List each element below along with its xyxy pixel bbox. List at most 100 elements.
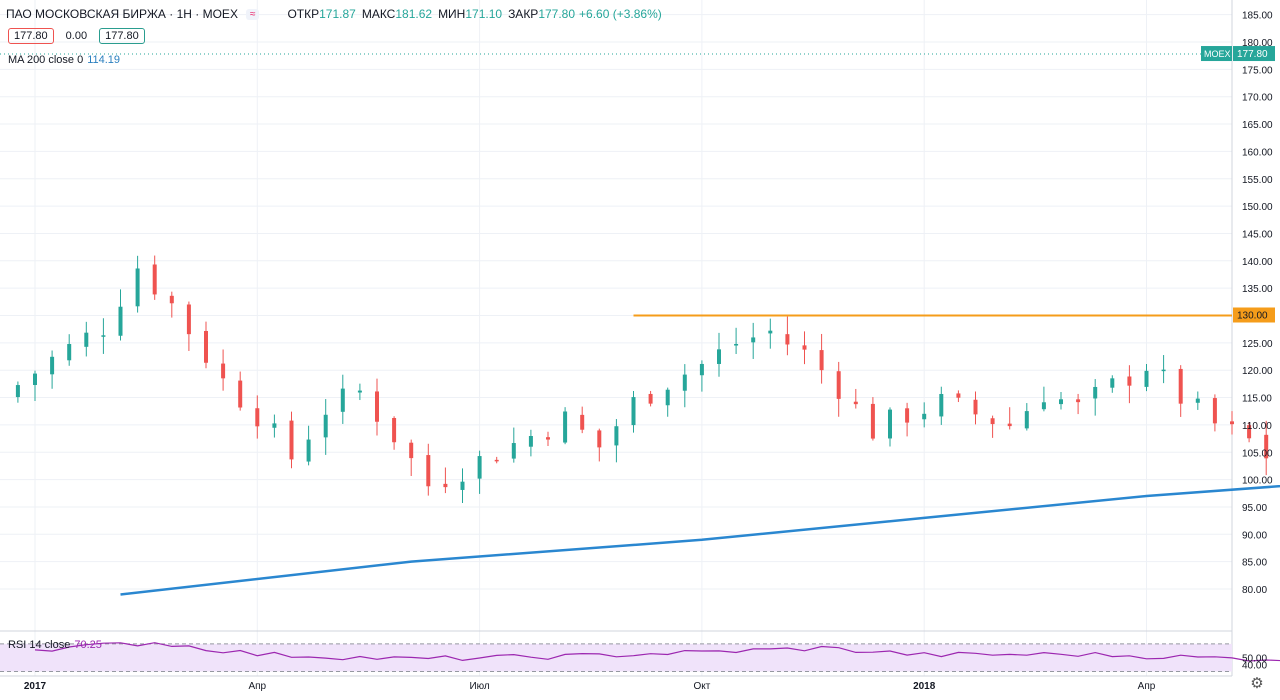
rsi-tick-label: 50.00 xyxy=(1242,654,1267,665)
open-value: 171.87 xyxy=(319,7,356,21)
candle-body xyxy=(956,393,961,398)
time-tick-label: 2017 xyxy=(24,681,47,692)
candle-body xyxy=(648,393,653,404)
candle-body xyxy=(785,334,790,345)
candle-body xyxy=(306,439,311,462)
price-tick-label: 155.00 xyxy=(1242,175,1273,186)
close-label: ЗАКР xyxy=(508,7,539,21)
candle-body xyxy=(1247,425,1252,439)
price-tick-label: 180.00 xyxy=(1242,38,1273,49)
price-tick-label: 115.00 xyxy=(1242,394,1272,405)
candle-body xyxy=(443,483,448,488)
candle-body xyxy=(888,409,892,439)
price-tick-label: 185.00 xyxy=(1242,11,1273,22)
candle-body xyxy=(186,304,191,335)
price-tick-label: 165.00 xyxy=(1242,120,1273,131)
candle-body xyxy=(494,459,499,462)
candle-body xyxy=(135,268,140,307)
price-boxes: 177.80 0.00 177.80 xyxy=(8,28,145,44)
candle-body xyxy=(631,397,636,426)
price-tick-label: 160.00 xyxy=(1242,147,1273,158)
candlesticks xyxy=(15,255,1269,504)
candle-body xyxy=(255,408,260,427)
candle-body xyxy=(1093,386,1098,399)
symbol-badge xyxy=(1201,46,1232,62)
ma-legend[interactable]: MA 200 close 0 114.19 xyxy=(8,54,120,66)
ma200-polyline xyxy=(120,484,1280,596)
candle-body xyxy=(836,371,841,399)
candle-body xyxy=(1110,378,1115,388)
candle-body xyxy=(33,373,37,385)
candle-body xyxy=(580,414,585,430)
candle-body xyxy=(409,442,414,459)
candle-body xyxy=(460,481,465,490)
low-value: 171.10 xyxy=(465,7,503,21)
candle-body xyxy=(221,363,226,379)
candle-body xyxy=(272,423,277,428)
level-badge-label: 130.00 xyxy=(1237,311,1268,322)
candle-body xyxy=(563,411,568,443)
candle-body xyxy=(392,418,397,443)
candle-body xyxy=(717,349,721,364)
price-tick-label: 80.00 xyxy=(1242,585,1267,596)
compare-chip[interactable]: ≈ xyxy=(245,8,260,20)
candle-body xyxy=(67,344,72,361)
price-tick-label: 125.00 xyxy=(1242,339,1273,350)
rsi-line xyxy=(34,642,1280,662)
candle-body xyxy=(870,403,875,439)
price-tick-label: 150.00 xyxy=(1242,202,1273,213)
price-tick-label: 105.00 xyxy=(1242,448,1273,459)
candle-body xyxy=(1007,423,1012,427)
candle-body xyxy=(84,332,89,347)
candle-body xyxy=(922,413,927,420)
price-axis[interactable]: 80.00 85.00 90.00 95.00 100.00 105.00 110.00 11… xyxy=(1201,11,1275,672)
change-value: +6.60 (+3.86%) xyxy=(579,7,662,21)
time-tick-label: 2018 xyxy=(913,681,936,692)
candle-body xyxy=(699,363,704,376)
candle-body xyxy=(118,306,123,336)
candle-body xyxy=(597,430,602,448)
candle-body xyxy=(1178,368,1183,404)
candle-body xyxy=(204,330,208,363)
candle-body xyxy=(1144,370,1149,387)
candle-body xyxy=(1264,434,1269,459)
price-tick-label: 175.00 xyxy=(1242,65,1273,76)
candle-body xyxy=(50,356,55,375)
price-tick-label: 170.00 xyxy=(1242,93,1273,104)
ma-legend-label: MA 200 close 0 xyxy=(8,54,84,66)
candle-body xyxy=(101,335,106,337)
symbol-title[interactable]: ПАО МОСКОВСКАЯ БИРЖА · 1Н · MOEX xyxy=(6,7,238,21)
price-tick-label: 95.00 xyxy=(1242,503,1267,514)
time-tick-label: Июл xyxy=(469,681,489,692)
candle-body xyxy=(768,330,773,334)
candle-body xyxy=(1024,411,1029,429)
time-axis[interactable]: 2017АпрИюлОкт2018АпрИюлОкт2019МайАвг2020… xyxy=(24,681,1280,692)
candle-body xyxy=(511,443,516,459)
rsi-band xyxy=(0,643,1232,672)
buy-price-box[interactable]: 177.80 xyxy=(99,28,145,44)
candle-body xyxy=(682,374,687,391)
gear-icon[interactable]: ⚙ xyxy=(1250,675,1264,692)
rsi-legend[interactable]: RSI 14 close 70.25 xyxy=(8,639,102,651)
candle-body xyxy=(751,337,756,343)
candle-body xyxy=(238,380,243,408)
candle-body xyxy=(1127,376,1132,386)
candle-body xyxy=(152,264,157,295)
candle-body xyxy=(802,345,807,350)
high-label: МАКС xyxy=(361,7,396,21)
candle-body xyxy=(853,401,858,405)
candle-body xyxy=(1041,402,1046,410)
symbol-badge-label: MOEX xyxy=(1204,49,1231,59)
sell-price-box[interactable]: 177.80 xyxy=(8,28,54,44)
price-tick-label: 100.00 xyxy=(1242,476,1273,487)
candle-body xyxy=(357,390,362,393)
price-tick-label: 135.00 xyxy=(1242,284,1273,295)
candle-body xyxy=(340,388,345,412)
candle-body xyxy=(734,343,739,346)
rsi-pane xyxy=(0,642,1280,673)
candle-body xyxy=(169,295,174,304)
candle-body xyxy=(614,426,619,446)
price-tick-label: 145.00 xyxy=(1242,229,1273,240)
candle-body xyxy=(477,456,482,479)
